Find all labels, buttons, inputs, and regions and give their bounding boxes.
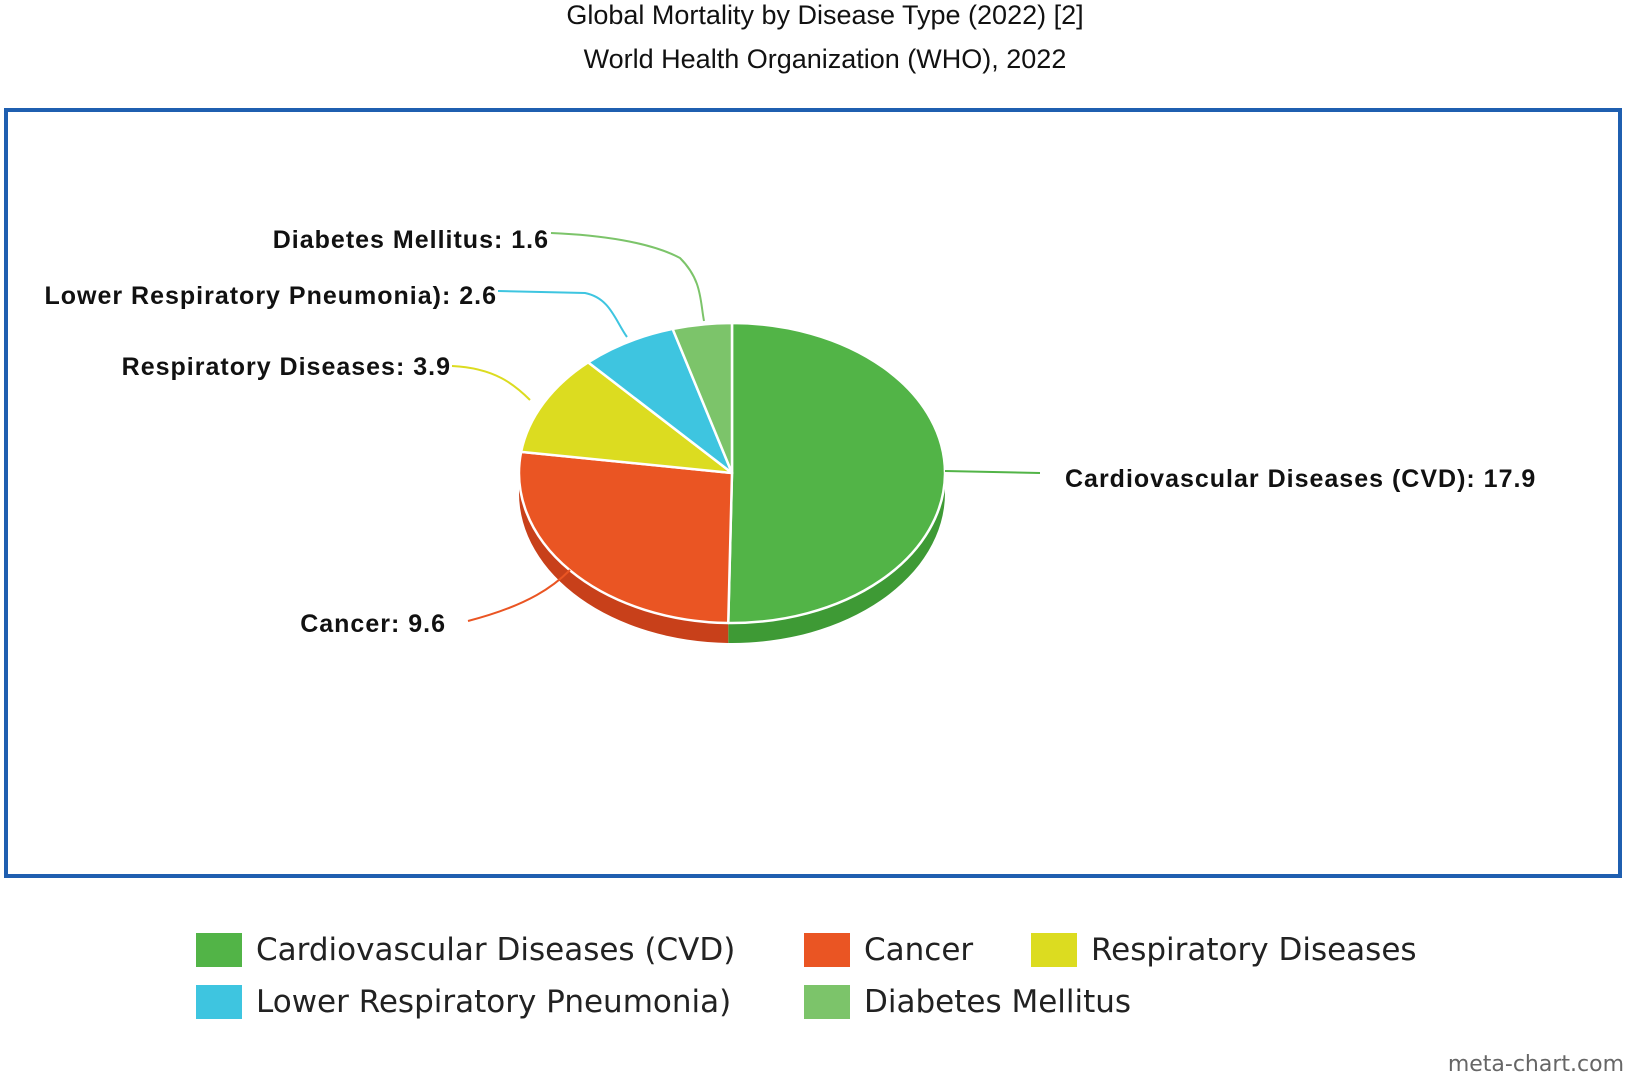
data-label-cancer: Cancer: 9.6 xyxy=(300,610,446,638)
pie-slice-diabetes[interactable] xyxy=(671,321,734,475)
legend-label-pneumonia: Lower Respiratory Pneumonia) xyxy=(256,984,732,1020)
leader-line-pneumonia xyxy=(497,290,628,338)
pie-slice-respiratory[interactable] xyxy=(519,361,734,475)
leader-line-cancer xyxy=(467,569,571,622)
legend-swatch-cancer xyxy=(804,933,850,967)
pie-slice-pneumonia[interactable] xyxy=(586,327,734,475)
data-label-pneumonia: Lower Respiratory Pneumonia): 2.6 xyxy=(44,282,497,310)
legend-swatch-respiratory xyxy=(1031,933,1077,967)
pie-slice-cvd[interactable] xyxy=(726,321,947,625)
data-label-respiratory: Respiratory Diseases: 3.9 xyxy=(122,353,451,381)
legend-item-cancer[interactable]: Cancer xyxy=(804,928,973,972)
legend-swatch-cvd xyxy=(196,933,242,967)
leader-line-cvd xyxy=(944,470,1041,474)
legend-label-diabetes: Diabetes Mellitus xyxy=(864,984,1132,1020)
pie-slice-cancer[interactable] xyxy=(517,450,734,625)
leader-line-diabetes xyxy=(550,232,705,322)
legend-item-diabetes[interactable]: Diabetes Mellitus xyxy=(804,980,1131,1024)
chart-subtitle: World Health Organization (WHO), 2022 xyxy=(583,44,1067,74)
legend-swatch-diabetes xyxy=(804,985,850,1019)
watermark: meta-chart.com xyxy=(1447,1052,1624,1077)
pie-side-cancer xyxy=(519,473,729,643)
data-label-diabetes: Diabetes Mellitus: 1.6 xyxy=(273,226,549,254)
legend-item-respiratory[interactable]: Respiratory Diseases xyxy=(1031,928,1417,972)
legend-item-pneumonia[interactable]: Lower Respiratory Pneumonia) xyxy=(196,980,731,1024)
legend-item-cvd[interactable]: Cardiovascular Diseases (CVD) xyxy=(196,928,735,972)
data-label-cvd: Cardiovascular Diseases (CVD): 17.9 xyxy=(1065,465,1536,493)
legend-label-cancer: Cancer xyxy=(864,932,974,968)
leader-line-respiratory xyxy=(451,365,531,401)
legend-label-respiratory: Respiratory Diseases xyxy=(1091,932,1417,968)
legend-label-cvd: Cardiovascular Diseases (CVD) xyxy=(256,932,736,968)
chart-title: Global Mortality by Disease Type (2022) … xyxy=(566,0,1084,30)
chart-frame xyxy=(4,108,1622,878)
pie-side-cvd xyxy=(728,473,945,643)
legend-swatch-pneumonia xyxy=(196,985,242,1019)
